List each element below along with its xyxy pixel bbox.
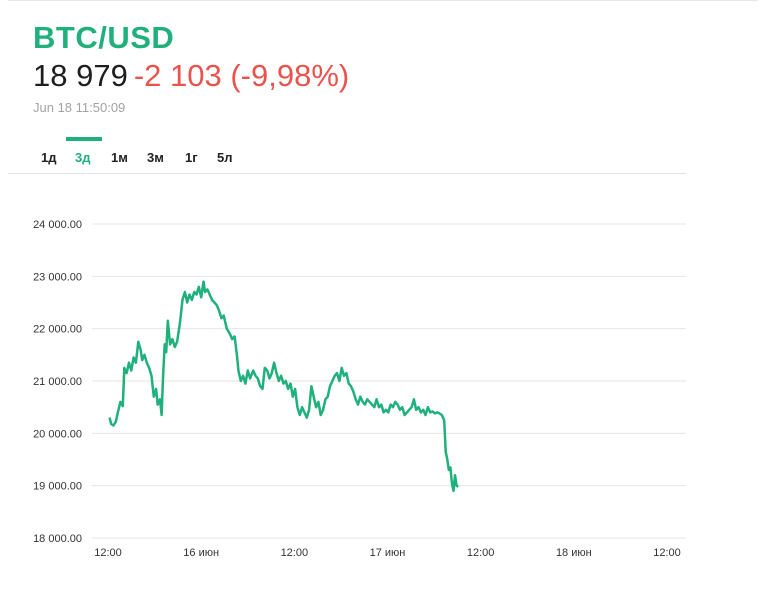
x-tick-label: 18 июн xyxy=(556,547,592,559)
tab-1m[interactable]: 1м xyxy=(111,150,128,165)
y-tick-label: 19 000.00 xyxy=(33,481,82,493)
tab-1d[interactable]: 1д xyxy=(41,150,57,165)
y-axis-labels: 18 000.00 19 000.00 20 000.00 21 000.00 22 0… xyxy=(33,219,82,545)
price-row: 18 979 -2 103 (-9,98%) xyxy=(33,58,349,94)
tab-3d[interactable]: 3д xyxy=(75,150,91,165)
y-tick-label: 20 000.00 xyxy=(33,428,82,440)
symbol-title: BTC/USD xyxy=(33,20,175,55)
price-change: -2 103 (-9,98%) xyxy=(133,58,350,93)
period-tabs: 1д 3д 1м 3м 1г 5л xyxy=(8,137,686,174)
x-tick-label: 12:00 xyxy=(281,547,309,559)
tab-3m[interactable]: 3м xyxy=(147,150,164,165)
x-tick-label: 12:00 xyxy=(94,547,122,559)
tab-5y[interactable]: 5л xyxy=(217,150,233,165)
top-divider xyxy=(8,0,758,1)
current-price: 18 979 xyxy=(33,58,128,93)
y-tick-label: 23 000.00 xyxy=(33,271,82,283)
chart-grid xyxy=(92,223,686,539)
x-tick-label: 12:00 xyxy=(467,547,495,559)
tabs-divider xyxy=(8,173,686,174)
series-layer xyxy=(108,280,459,493)
quote-timestamp: Jun 18 11:50:09 xyxy=(33,100,126,115)
x-tick-label: 17 июн xyxy=(370,547,406,559)
y-tick-label: 24 000.00 xyxy=(33,219,82,231)
active-tab-indicator xyxy=(66,137,102,141)
y-tick-label: 21 000.00 xyxy=(33,376,82,388)
y-tick-label: 22 000.00 xyxy=(33,324,82,336)
x-tick-label: 12:00 xyxy=(653,547,681,559)
quote-header: BTC/USD 18 979 -2 103 (-9,98%) Jun 18 11:… xyxy=(33,20,349,115)
tab-1y[interactable]: 1г xyxy=(185,150,198,165)
x-axis-labels: 12:00 16 июн 12:00 17 июн 12:00 18 июн 12:00 xyxy=(94,547,681,559)
price-series-line xyxy=(108,280,459,493)
x-tick-label: 16 июн xyxy=(183,547,219,559)
y-tick-label: 18 000.00 xyxy=(33,533,82,545)
